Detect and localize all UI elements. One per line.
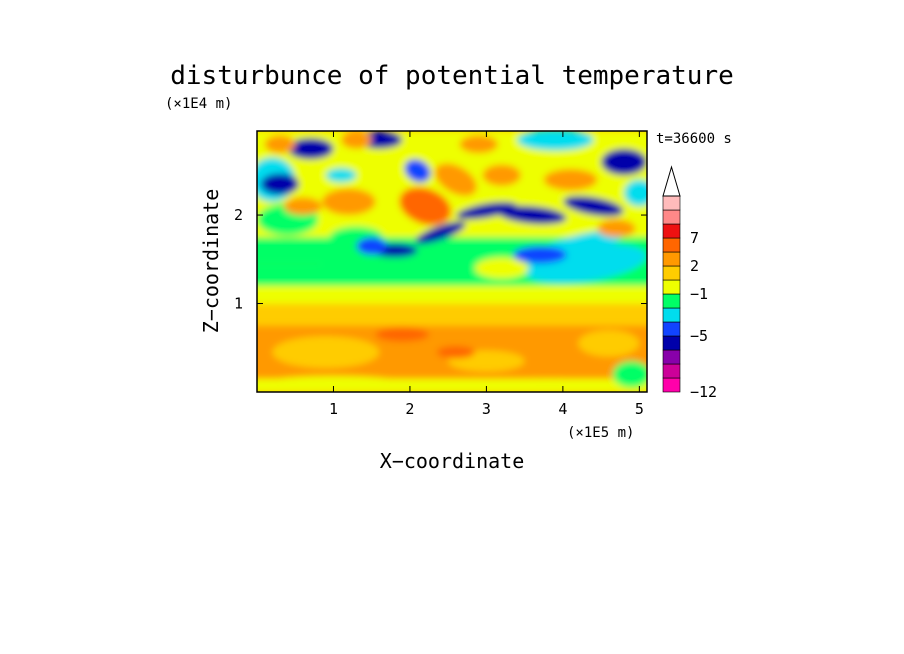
x-tick-label: 4 [558, 400, 567, 418]
colorbar-label: 2 [690, 257, 699, 275]
colorbar-swatch [662, 307, 681, 323]
plot-frame [256, 130, 648, 393]
colorbar-swatch [662, 237, 681, 253]
x-tick-label: 3 [482, 400, 491, 418]
field-blob [283, 197, 322, 216]
x-tick-label: 5 [635, 400, 644, 418]
field-blob [612, 361, 647, 388]
colorbar-swatch [662, 195, 681, 211]
field-blob [375, 327, 430, 342]
field-blob [578, 330, 640, 357]
field-blob [264, 135, 296, 154]
field-blob [624, 179, 647, 207]
colorbar-label: 7 [690, 229, 699, 247]
y-axis: 12 [234, 206, 647, 313]
field-blob [597, 219, 636, 238]
field-blob [459, 135, 498, 154]
field-blob [601, 148, 647, 176]
field-blob [482, 164, 521, 186]
field-blob [415, 221, 466, 245]
colorbar-swatch [662, 279, 681, 295]
field-blob [474, 257, 529, 279]
colorbar: 7 2 −1 −5 −12 [662, 165, 717, 401]
colorbar-swatch [662, 251, 681, 267]
y-tick-label: 2 [234, 206, 243, 224]
colorbar-swatch [662, 363, 681, 379]
colorbar-extend-arrow [662, 165, 681, 197]
x-axis-label: X−coordinate [380, 449, 525, 473]
x-unit-label: (×1E5 m) [567, 425, 634, 441]
field-blob [563, 195, 624, 217]
field-blob [434, 163, 477, 196]
field-blob [436, 345, 475, 359]
field-blob [287, 138, 334, 160]
time-label: t=36600 s [656, 131, 732, 147]
y-unit-label: (×1E4 m) [165, 96, 232, 112]
field-blob [264, 376, 403, 391]
colorbar-label: −5 [690, 327, 708, 345]
plot-area [256, 130, 648, 393]
colorbar-label: −1 [690, 285, 708, 303]
field-blob [478, 378, 617, 392]
field-blob [404, 159, 431, 183]
field-blob [341, 131, 372, 149]
colorbar-swatch [662, 321, 681, 337]
colorbar-swatch [662, 335, 681, 351]
field-layer [257, 131, 647, 392]
field-blob [356, 237, 387, 255]
field-band [257, 285, 647, 304]
y-axis-label: Z−coordinate [199, 189, 223, 334]
x-axis: 1 2 3 4 5 [329, 131, 644, 418]
x-tick-label: 1 [329, 400, 338, 418]
chart-title: disturbunce of potential temperature [170, 61, 734, 91]
x-tick-label: 2 [405, 400, 414, 418]
field-blob [513, 246, 567, 264]
field-blob [399, 187, 452, 226]
field-blob [260, 173, 300, 195]
field-blob [498, 205, 567, 225]
field-blob [543, 169, 598, 191]
field-blob [517, 131, 594, 151]
colorbar-swatch [662, 209, 681, 225]
colorbar-swatch [662, 349, 681, 365]
colorbar-label: −12 [690, 383, 717, 401]
field-blob [272, 336, 380, 369]
colorbar-swatch [662, 293, 681, 309]
y-tick-label: 1 [234, 295, 243, 313]
colorbar-swatch [662, 265, 681, 281]
field-blob [322, 188, 376, 216]
field-blob [325, 168, 357, 183]
field-blob [456, 201, 517, 220]
colorbar-swatch [662, 223, 681, 239]
field-band [257, 303, 647, 326]
colorbar-swatch [662, 377, 681, 393]
